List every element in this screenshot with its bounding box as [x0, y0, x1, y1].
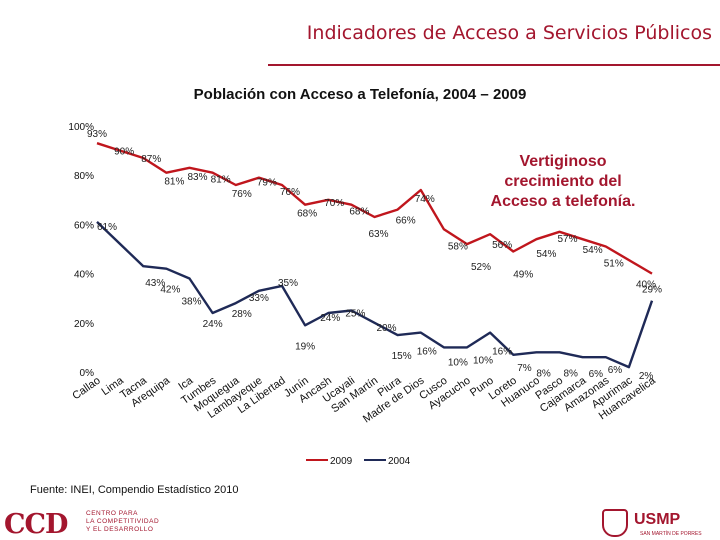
data-label-2004: 10% — [448, 357, 468, 368]
y-tick-label: 40% — [74, 270, 94, 281]
data-label-2004: 24% — [320, 313, 340, 324]
y-tick-label: 20% — [74, 319, 94, 330]
data-label-2004: 7% — [517, 363, 532, 374]
data-label-2009: 76% — [232, 189, 252, 200]
data-label-2009: 79% — [257, 178, 277, 189]
data-label-2009: 52% — [471, 262, 491, 273]
ccd-logo: CCD CENTRO PARA LA COMPETITIVIDAD Y EL D… — [4, 507, 254, 540]
data-label-2004: 6% — [589, 369, 604, 380]
data-label-2004: 29% — [642, 285, 662, 296]
data-label-2004: 38% — [182, 297, 202, 308]
chart-title: Población con Acceso a Telefonía, 2004 –… — [193, 86, 527, 103]
data-label-2009: 56% — [492, 240, 512, 251]
usmp-logo-sub: SAN MARTÍN DE PORRES — [640, 531, 702, 537]
callout-line-2: crecimiento del — [504, 173, 622, 190]
data-label-2004: 16% — [417, 347, 437, 358]
data-label-2009: 93% — [87, 129, 107, 140]
y-tick-label: 80% — [74, 171, 94, 182]
data-label-2009: 74% — [415, 194, 435, 205]
y-tick-label: 0% — [80, 368, 95, 379]
usmp-logo-name: USMP — [634, 511, 681, 528]
data-label-2004: 33% — [249, 293, 269, 304]
usmp-seal-icon — [602, 509, 628, 537]
data-label-2004: 16% — [492, 347, 512, 358]
ccd-logo-line-1: CENTRO PARA — [86, 510, 138, 517]
data-label-2009: 76% — [280, 187, 300, 198]
data-label-2009: 66% — [396, 216, 416, 227]
data-label-2009: 51% — [604, 259, 624, 270]
data-label-2004: 25% — [345, 309, 365, 320]
data-label-2004: 10% — [473, 355, 493, 366]
title-rule — [268, 64, 720, 66]
data-label-2004: 19% — [295, 341, 315, 352]
legend-label-2009: 2009 — [330, 456, 353, 467]
data-label-2004: 24% — [203, 319, 223, 330]
data-label-2004: 8% — [564, 368, 579, 379]
series-line-2009 — [96, 142, 653, 275]
data-label-2004: 28% — [232, 309, 252, 320]
data-label-2004: 35% — [278, 278, 298, 289]
source-note: Fuente: INEI, Compendio Estadístico 2010 — [30, 484, 239, 496]
callout-line-3: Acceso a telefonía. — [490, 193, 636, 210]
data-label-2009: 68% — [349, 207, 369, 218]
data-label-2004: 61% — [97, 222, 117, 233]
data-label-2009: 40% — [636, 280, 656, 291]
ccd-logo-mark: CCD — [4, 509, 68, 540]
data-label-2009: 90% — [114, 147, 134, 158]
data-label-2004: 15% — [392, 351, 412, 362]
data-label-2009: 54% — [536, 249, 556, 260]
data-label-2009: 81% — [211, 175, 231, 186]
data-label-2009: 49% — [513, 269, 533, 280]
data-label-2009: 87% — [141, 154, 161, 165]
data-label-2009: 70% — [324, 198, 344, 209]
ccd-logo-text: CENTRO PARA LA COMPETITIVIDAD Y EL DESAR… — [86, 510, 159, 534]
series-line-2004 — [96, 221, 654, 369]
ccd-logo-line-3: Y EL DESARROLLO — [86, 526, 154, 533]
callout-text: Vertiginoso crecimiento del Acceso a tel… — [458, 152, 668, 212]
data-label-2009: 54% — [583, 245, 603, 256]
data-label-2004: 8% — [536, 368, 551, 379]
data-label-2004: 43% — [145, 278, 165, 289]
y-tick-label: 100% — [68, 122, 94, 133]
data-label-2009: 57% — [558, 234, 578, 245]
slide-title: Indicadores de Acceso a Servicios Públic… — [306, 22, 712, 44]
data-label-2009: 63% — [369, 229, 389, 240]
data-label-2009: 81% — [164, 177, 184, 188]
data-label-2009: 58% — [448, 241, 468, 252]
callout-line-1: Vertiginoso — [519, 153, 607, 170]
data-label-2004: 42% — [160, 285, 180, 296]
y-tick-label: 60% — [74, 220, 94, 231]
data-label-2009: 68% — [297, 209, 317, 220]
data-label-2004: 6% — [608, 365, 623, 376]
data-label-2004: 20% — [377, 323, 397, 334]
data-label-2009: 83% — [188, 172, 208, 183]
data-label-2004: 2% — [639, 371, 654, 382]
ccd-logo-line-2: LA COMPETITIVIDAD — [86, 518, 160, 525]
usmp-logo: USMP SAN MARTÍN DE PORRES — [600, 507, 718, 539]
legend-label-2004: 2004 — [388, 456, 411, 467]
